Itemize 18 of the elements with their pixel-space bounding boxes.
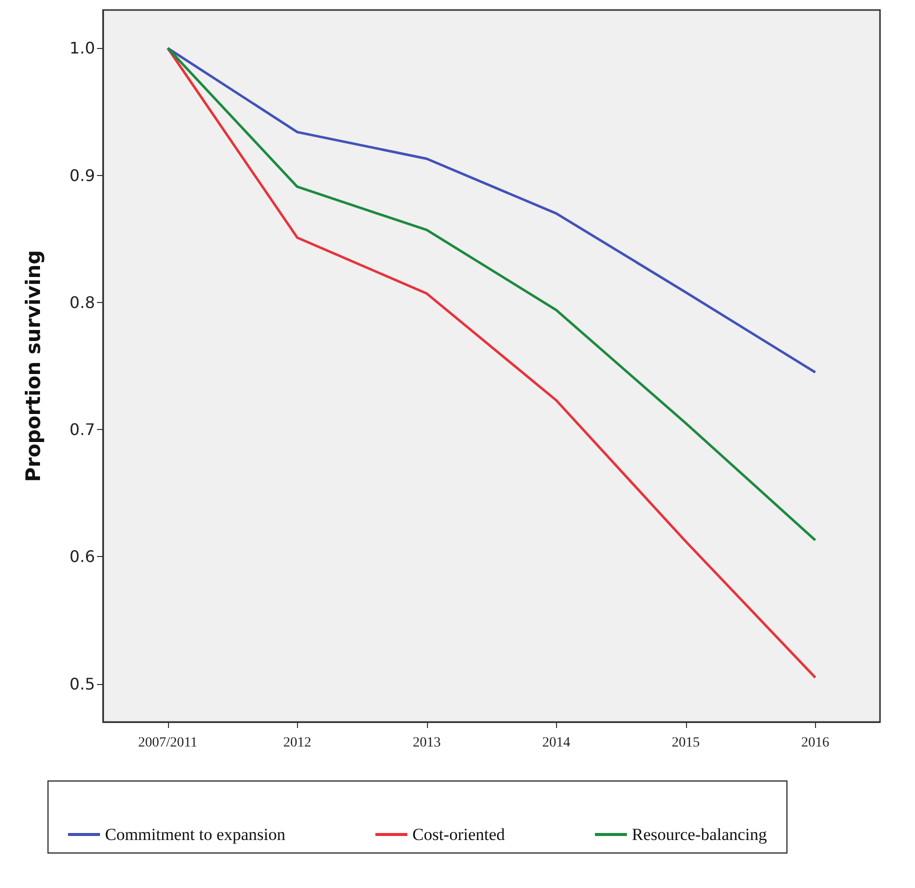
x-tick-label: 2014 — [542, 736, 570, 750]
x-tick-label: 2016 — [801, 736, 830, 750]
x-tick-label: 2007/2011 — [138, 736, 198, 750]
y-tick-label: 0.8 — [70, 292, 95, 312]
x-tick-label: 2015 — [672, 736, 700, 750]
line-series — [166, 46, 816, 542]
legend-label: Commitment to expansion — [105, 825, 286, 844]
legend-label: Cost-oriented — [412, 825, 506, 844]
y-axis-title: Proportion surviving — [21, 250, 45, 482]
x-tick-label: 2012 — [283, 736, 312, 750]
y-tick-label: 1.0 — [70, 38, 95, 58]
y-tick-label: 0.9 — [70, 166, 95, 185]
y-tick-label: 0.7 — [70, 420, 95, 440]
y-tick-label: 0.5 — [70, 674, 95, 694]
y-tick-label: 0.6 — [70, 547, 95, 566]
x-tick-label: 2013 — [412, 736, 441, 750]
line-series — [166, 46, 816, 374]
legend-label: Resource-balancing — [632, 825, 768, 844]
